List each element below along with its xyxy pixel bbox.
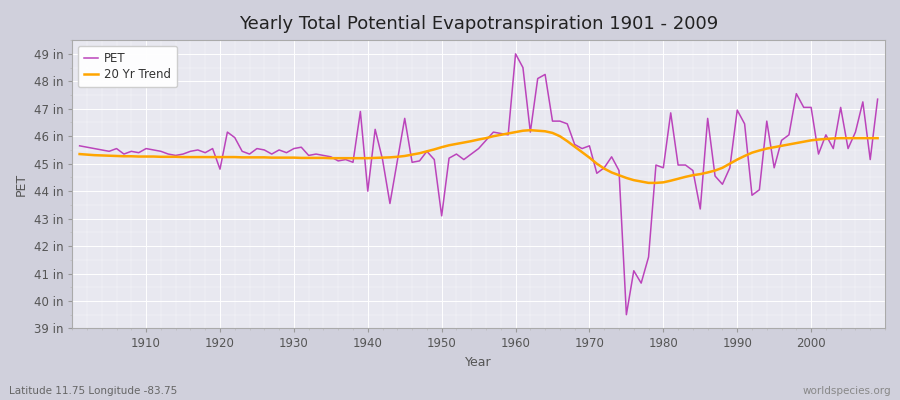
PET [133,150,144,155]
PET [607,154,617,159]
PET [503,132,514,137]
20 Yr Trend [133,154,144,159]
PET [340,157,351,162]
Text: worldspecies.org: worldspecies.org [803,386,891,396]
20 Yr Trend [607,170,617,175]
Legend: PET, 20 Yr Trend: PET, 20 Yr Trend [78,46,177,87]
Title: Yearly Total Potential Evapotranspiration 1901 - 2009: Yearly Total Potential Evapotranspiratio… [239,15,718,33]
PET [621,312,632,317]
Line: 20 Yr Trend: 20 Yr Trend [79,130,878,183]
20 Yr Trend [74,152,85,156]
20 Yr Trend [525,128,535,132]
20 Yr Trend [510,130,521,134]
PET [518,65,528,70]
PET [74,144,85,148]
20 Yr Trend [296,156,307,160]
20 Yr Trend [644,180,654,185]
X-axis label: Year: Year [465,356,492,369]
20 Yr Trend [340,156,351,160]
20 Yr Trend [872,136,883,140]
Text: Latitude 11.75 Longitude -83.75: Latitude 11.75 Longitude -83.75 [9,386,177,396]
Line: PET: PET [79,54,878,315]
20 Yr Trend [503,131,514,136]
PET [510,52,521,56]
PET [872,97,883,102]
PET [296,145,307,150]
Y-axis label: PET: PET [15,173,28,196]
